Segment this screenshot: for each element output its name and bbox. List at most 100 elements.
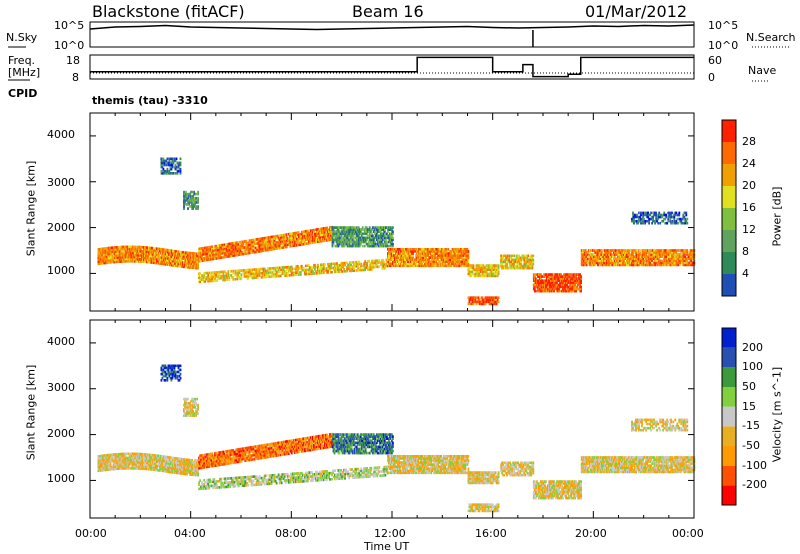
power-cell: [128, 247, 131, 251]
power-cell: [268, 269, 271, 272]
power-cell: [137, 245, 140, 249]
power-cell: [258, 248, 261, 251]
power-cell: [378, 228, 381, 231]
power-cell: [188, 266, 190, 269]
power-cell: [188, 194, 190, 198]
power-cell: [171, 263, 173, 267]
power-cell: [367, 260, 370, 263]
power-cell: [245, 246, 248, 249]
power-cell: [464, 248, 467, 251]
power-cell: [430, 260, 433, 263]
power-cell: [525, 260, 528, 264]
power-cell: [467, 256, 470, 259]
power-cell: [380, 228, 383, 231]
power-cell: [274, 268, 277, 272]
power-cell: [383, 228, 386, 231]
power-cell: [546, 289, 548, 293]
power-cell: [316, 236, 318, 240]
power-cell: [127, 251, 130, 255]
power-cell: [502, 256, 504, 260]
power-cell: [410, 250, 412, 253]
power-cell: [198, 272, 200, 275]
power-cell: [383, 267, 386, 270]
power-cell: [203, 259, 206, 262]
power-cell: [218, 248, 221, 251]
power-cell: [451, 260, 454, 263]
power-cell: [112, 256, 115, 260]
power-cell: [120, 251, 123, 255]
power-cell: [288, 269, 291, 273]
power-cell: [320, 227, 322, 231]
power-cell: [387, 234, 389, 238]
power-cell: [349, 226, 352, 229]
power-cell: [159, 249, 161, 253]
power-cell: [138, 245, 141, 249]
power-cell: [441, 264, 444, 268]
power-cell: [421, 248, 423, 251]
power-cell: [382, 228, 385, 231]
power-cell: [418, 258, 420, 261]
power-cell: [352, 267, 354, 270]
power-cell: [189, 251, 191, 255]
power-cell: [241, 242, 244, 246]
power-cell: [424, 254, 426, 257]
power-cell: [301, 234, 304, 238]
power-cell: [441, 248, 444, 251]
power-cell: [464, 258, 467, 261]
power-cell: [472, 298, 475, 302]
power-cell: [270, 273, 273, 276]
power-cell: [437, 258, 440, 261]
power-cell: [165, 161, 168, 165]
power-cell: [209, 256, 212, 259]
power-cell: [450, 256, 453, 259]
power-cell: [100, 258, 103, 261]
power-cell: [382, 242, 385, 246]
power-cell: [103, 253, 106, 257]
power-cell: [283, 266, 286, 269]
power-cell: [337, 266, 339, 269]
power-cell: [425, 254, 427, 257]
power-cell: [472, 268, 475, 271]
power-cell: [388, 228, 390, 231]
power-cell: [487, 264, 490, 267]
power-cell: [174, 249, 176, 253]
power-cell: [538, 273, 540, 276]
power-cell: [304, 268, 307, 272]
power-cell: [162, 262, 164, 266]
power-cell: [370, 244, 373, 248]
power-cell: [397, 254, 399, 257]
power-cell: [243, 246, 246, 249]
power-cell: [454, 250, 457, 253]
power-cell: [323, 265, 325, 268]
power-cell: [288, 245, 291, 248]
power-cell: [113, 254, 116, 258]
power-cell: [529, 256, 532, 260]
power-cell: [391, 262, 393, 266]
power-cell: [507, 258, 510, 262]
power-cell: [491, 272, 494, 276]
power-cell: [355, 260, 358, 264]
power-cell: [436, 262, 439, 266]
power-cell: [458, 256, 461, 259]
velocity-colorbar-tick: 100: [742, 360, 763, 374]
power-cell: [300, 243, 303, 246]
power-cell: [388, 262, 390, 266]
power-cell: [228, 276, 231, 279]
power-cell: [459, 256, 462, 259]
power-cell: [201, 259, 203, 263]
power-cell: [126, 245, 129, 249]
power-cell: [188, 203, 190, 206]
power-cell: [134, 249, 137, 253]
power-cell: [339, 264, 341, 267]
power-cell: [420, 248, 422, 251]
power-cell: [480, 264, 483, 267]
power-cell: [261, 271, 264, 275]
power-cell: [402, 254, 404, 257]
power-cell: [274, 237, 277, 240]
power-cell: [330, 236, 332, 239]
power-cell: [160, 256, 162, 259]
power-cell: [346, 228, 349, 231]
power-cell: [270, 239, 273, 243]
power-cell: [299, 235, 302, 238]
power-cell: [155, 253, 158, 257]
